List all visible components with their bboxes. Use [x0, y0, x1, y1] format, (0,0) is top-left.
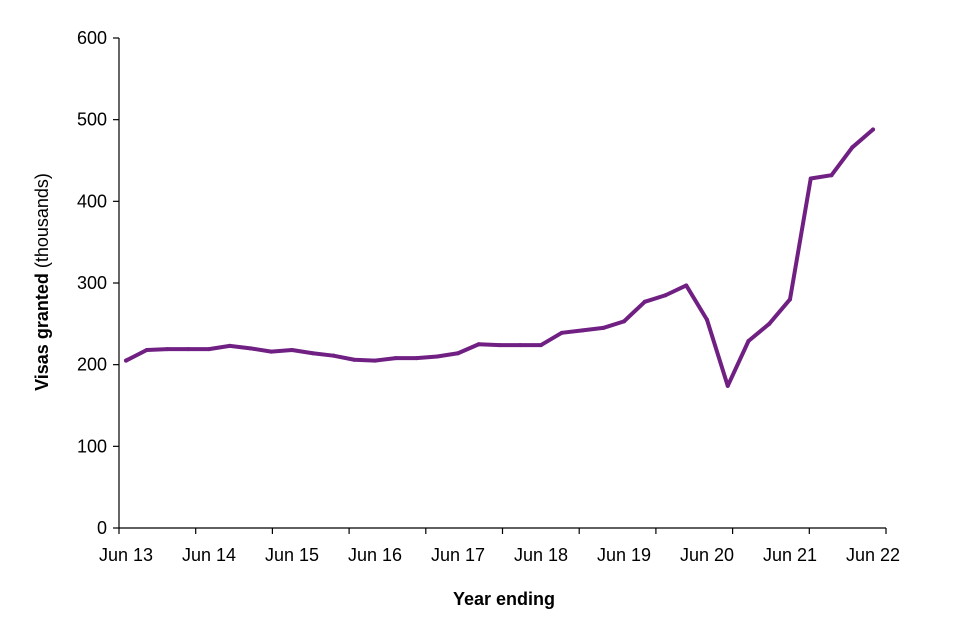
y-tick-label: 400: [77, 191, 107, 211]
series-line: [124, 127, 875, 388]
x-tick-label: Jun 13: [99, 545, 153, 565]
data-point: [476, 342, 481, 347]
data-point: [767, 321, 772, 326]
data-point: [518, 343, 523, 348]
data-point: [539, 343, 543, 348]
data-point: [580, 328, 585, 333]
x-axis-title: Year ending: [453, 589, 555, 609]
y-axis-title-units: (thousands): [32, 173, 52, 273]
y-tick-label: 500: [77, 110, 107, 130]
data-point: [414, 356, 419, 361]
x-tick-label: Jun 19: [597, 545, 651, 565]
x-tick-label: Jun 15: [265, 545, 319, 565]
data-point: [435, 354, 440, 359]
y-tick-label: 0: [97, 518, 107, 538]
data-point: [497, 343, 502, 348]
x-tick-label: Jun 21: [763, 545, 817, 565]
data-point: [705, 317, 709, 322]
x-tick-label: Jun 16: [348, 545, 402, 565]
data-point: [559, 330, 564, 335]
data-point: [124, 358, 128, 363]
data-point: [290, 347, 294, 352]
data-point: [788, 297, 792, 302]
data-point: [622, 319, 626, 324]
data-point: [829, 173, 834, 178]
x-tick-label: Jun 22: [846, 545, 900, 565]
data-point: [310, 351, 315, 356]
data-point: [248, 346, 253, 351]
data-point: [227, 343, 232, 348]
y-tick-label: 200: [77, 355, 107, 375]
x-tick-label: Jun 14: [182, 545, 236, 565]
y-axis-title: Visas granted (thousands): [32, 173, 52, 391]
data-point: [725, 383, 730, 388]
data-point: [746, 338, 751, 343]
data-point: [642, 299, 647, 304]
data-point: [808, 176, 813, 181]
data-point: [165, 347, 170, 352]
y-axis-title-main: Visas granted: [32, 273, 52, 391]
x-tick-label: Jun 18: [514, 545, 568, 565]
data-point: [144, 347, 149, 352]
data-point: [207, 347, 211, 352]
data-point: [850, 145, 855, 150]
y-tick-label: 300: [77, 273, 107, 293]
data-point: [871, 127, 875, 132]
data-point: [663, 293, 668, 298]
x-axis: Jun 13 Jun 14 Jun 15 Jun 16 Jun 17 Jun 18 Jun …: [99, 527, 900, 565]
data-point: [331, 353, 336, 358]
data-point: [186, 347, 191, 352]
y-tick-label: 600: [77, 28, 107, 48]
data-point: [393, 356, 398, 361]
data-point: [373, 358, 377, 363]
x-tick-label: Jun 17: [431, 545, 485, 565]
data-point: [601, 325, 606, 330]
data-point: [684, 283, 689, 288]
data-point: [456, 351, 460, 356]
y-tick-label: 100: [77, 436, 107, 456]
data-point: [269, 349, 274, 354]
series-layer: [124, 127, 875, 388]
data-point: [352, 357, 357, 362]
x-tick-label: Jun 20: [680, 545, 734, 565]
y-axis: 0 100 200 300 400 500 600: [77, 28, 120, 538]
